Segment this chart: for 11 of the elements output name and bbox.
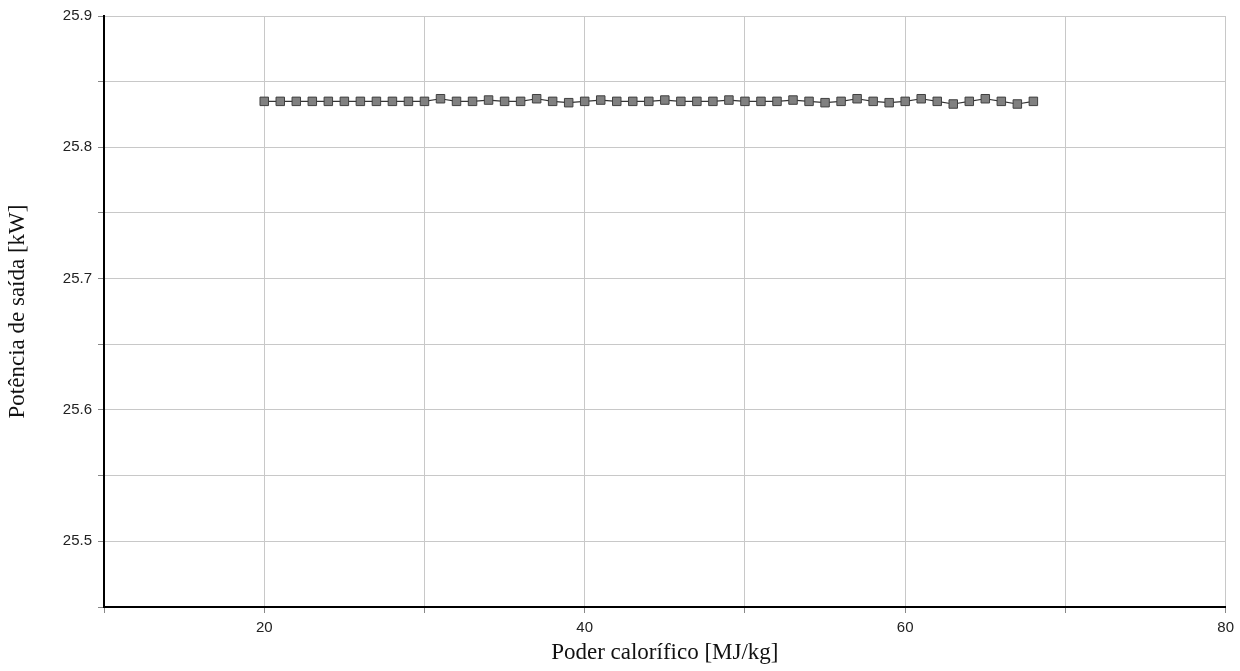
x-tick-label: 40 xyxy=(576,618,594,636)
y-tick-label: 25.6 xyxy=(62,400,92,418)
x-tick-label: 20 xyxy=(255,618,273,636)
y-tick-label: 25.9 xyxy=(62,6,92,24)
y-axis-title: Potência de saída [kW] xyxy=(3,204,29,419)
x-tick-label: 60 xyxy=(896,618,914,636)
y-tick-label: 25.5 xyxy=(62,531,92,549)
x-axis-title: Poder calorífico [MJ/kg] xyxy=(551,639,779,665)
y-tick-label: 25.8 xyxy=(62,137,92,155)
y-tick-label: 25.7 xyxy=(62,268,92,286)
x-tick-label: 80 xyxy=(1217,618,1234,636)
